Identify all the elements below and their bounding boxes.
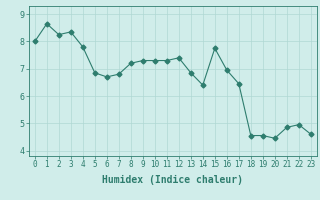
X-axis label: Humidex (Indice chaleur): Humidex (Indice chaleur)	[102, 175, 243, 185]
